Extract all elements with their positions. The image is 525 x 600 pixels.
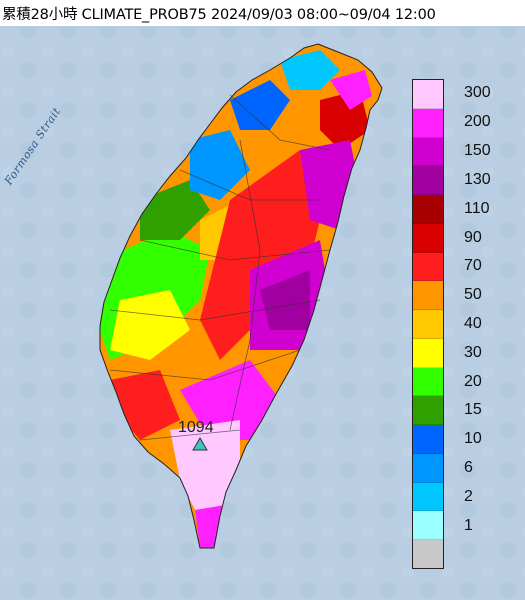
county-boundaries	[109, 94, 331, 441]
legend-label: 150	[464, 142, 491, 160]
legend-label: 15	[464, 401, 482, 419]
peak-value-label: 1094	[178, 419, 214, 436]
legend-swatch	[413, 338, 443, 368]
legend-swatch	[413, 137, 443, 167]
legend-labels: 300 200 150 130 110 90 70 50 40 30 20 15 10 6 2 1	[458, 79, 518, 569]
legend-swatch	[413, 281, 443, 311]
legend-label: 40	[464, 315, 482, 332]
legend-label: 1	[464, 516, 473, 534]
legend-swatch	[413, 425, 443, 454]
legend-label: 6	[464, 459, 473, 477]
legend-label: 70	[464, 257, 482, 275]
legend-label: 90	[464, 228, 482, 246]
map-title: 累積28小時 CLIMATE_PROB75 2024/09/03 08:00~0…	[2, 7, 436, 23]
legend-swatch	[413, 367, 443, 397]
legend-swatch	[413, 396, 443, 426]
legend-label: 130	[464, 170, 491, 188]
legend-label: 300	[464, 84, 491, 102]
legend-label: 10	[464, 430, 482, 448]
legend-color-bar	[412, 79, 444, 569]
legend-swatch	[413, 511, 443, 541]
legend-swatch	[413, 482, 443, 512]
legend-label: 2	[464, 487, 473, 505]
legend-swatch	[413, 252, 443, 282]
coastline	[99, 43, 383, 549]
legend-label: 110	[464, 199, 490, 217]
peak-triangle-icon	[192, 437, 208, 451]
legend-swatch	[413, 310, 443, 339]
legend-swatch	[413, 166, 443, 196]
legend-swatch	[413, 195, 443, 224]
legend-swatch	[413, 453, 443, 483]
legend-label: 50	[464, 286, 482, 304]
legend-label: 200	[464, 113, 491, 131]
legend-label: 30	[464, 343, 482, 361]
legend-swatch	[413, 80, 443, 109]
legend-swatch	[413, 108, 443, 138]
legend-swatch	[413, 540, 443, 569]
legend-label: 20	[464, 372, 482, 390]
title-bar	[0, 0, 525, 26]
legend-swatch	[413, 223, 443, 253]
